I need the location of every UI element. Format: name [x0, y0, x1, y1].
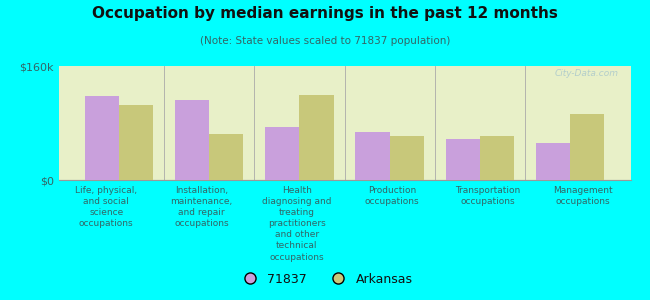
- Bar: [570, 114, 604, 180]
- Bar: [480, 136, 514, 180]
- Bar: [84, 96, 119, 180]
- Bar: [300, 94, 333, 180]
- Text: City-Data.com: City-Data.com: [555, 69, 619, 78]
- Bar: [536, 143, 570, 180]
- Text: Health
diagnosing and
treating
practitioners
and other
technical
occupations: Health diagnosing and treating practitio…: [262, 186, 332, 262]
- Bar: [175, 100, 209, 180]
- Bar: [209, 134, 243, 180]
- Legend: 71837, Arkansas: 71837, Arkansas: [232, 268, 418, 291]
- Bar: [389, 136, 424, 180]
- Bar: [119, 105, 153, 180]
- Text: Occupation by median earnings in the past 12 months: Occupation by median earnings in the pas…: [92, 6, 558, 21]
- Text: Management
occupations: Management occupations: [553, 186, 613, 206]
- Text: Installation,
maintenance,
and repair
occupations: Installation, maintenance, and repair oc…: [170, 186, 233, 228]
- Bar: [356, 131, 389, 180]
- Text: (Note: State values scaled to 71837 population): (Note: State values scaled to 71837 popu…: [200, 36, 450, 46]
- Bar: [446, 139, 480, 180]
- Text: Transportation
occupations: Transportation occupations: [455, 186, 520, 206]
- Text: Production
occupations: Production occupations: [365, 186, 419, 206]
- Text: Life, physical,
and social
science
occupations: Life, physical, and social science occup…: [75, 186, 137, 228]
- Bar: [265, 127, 300, 180]
